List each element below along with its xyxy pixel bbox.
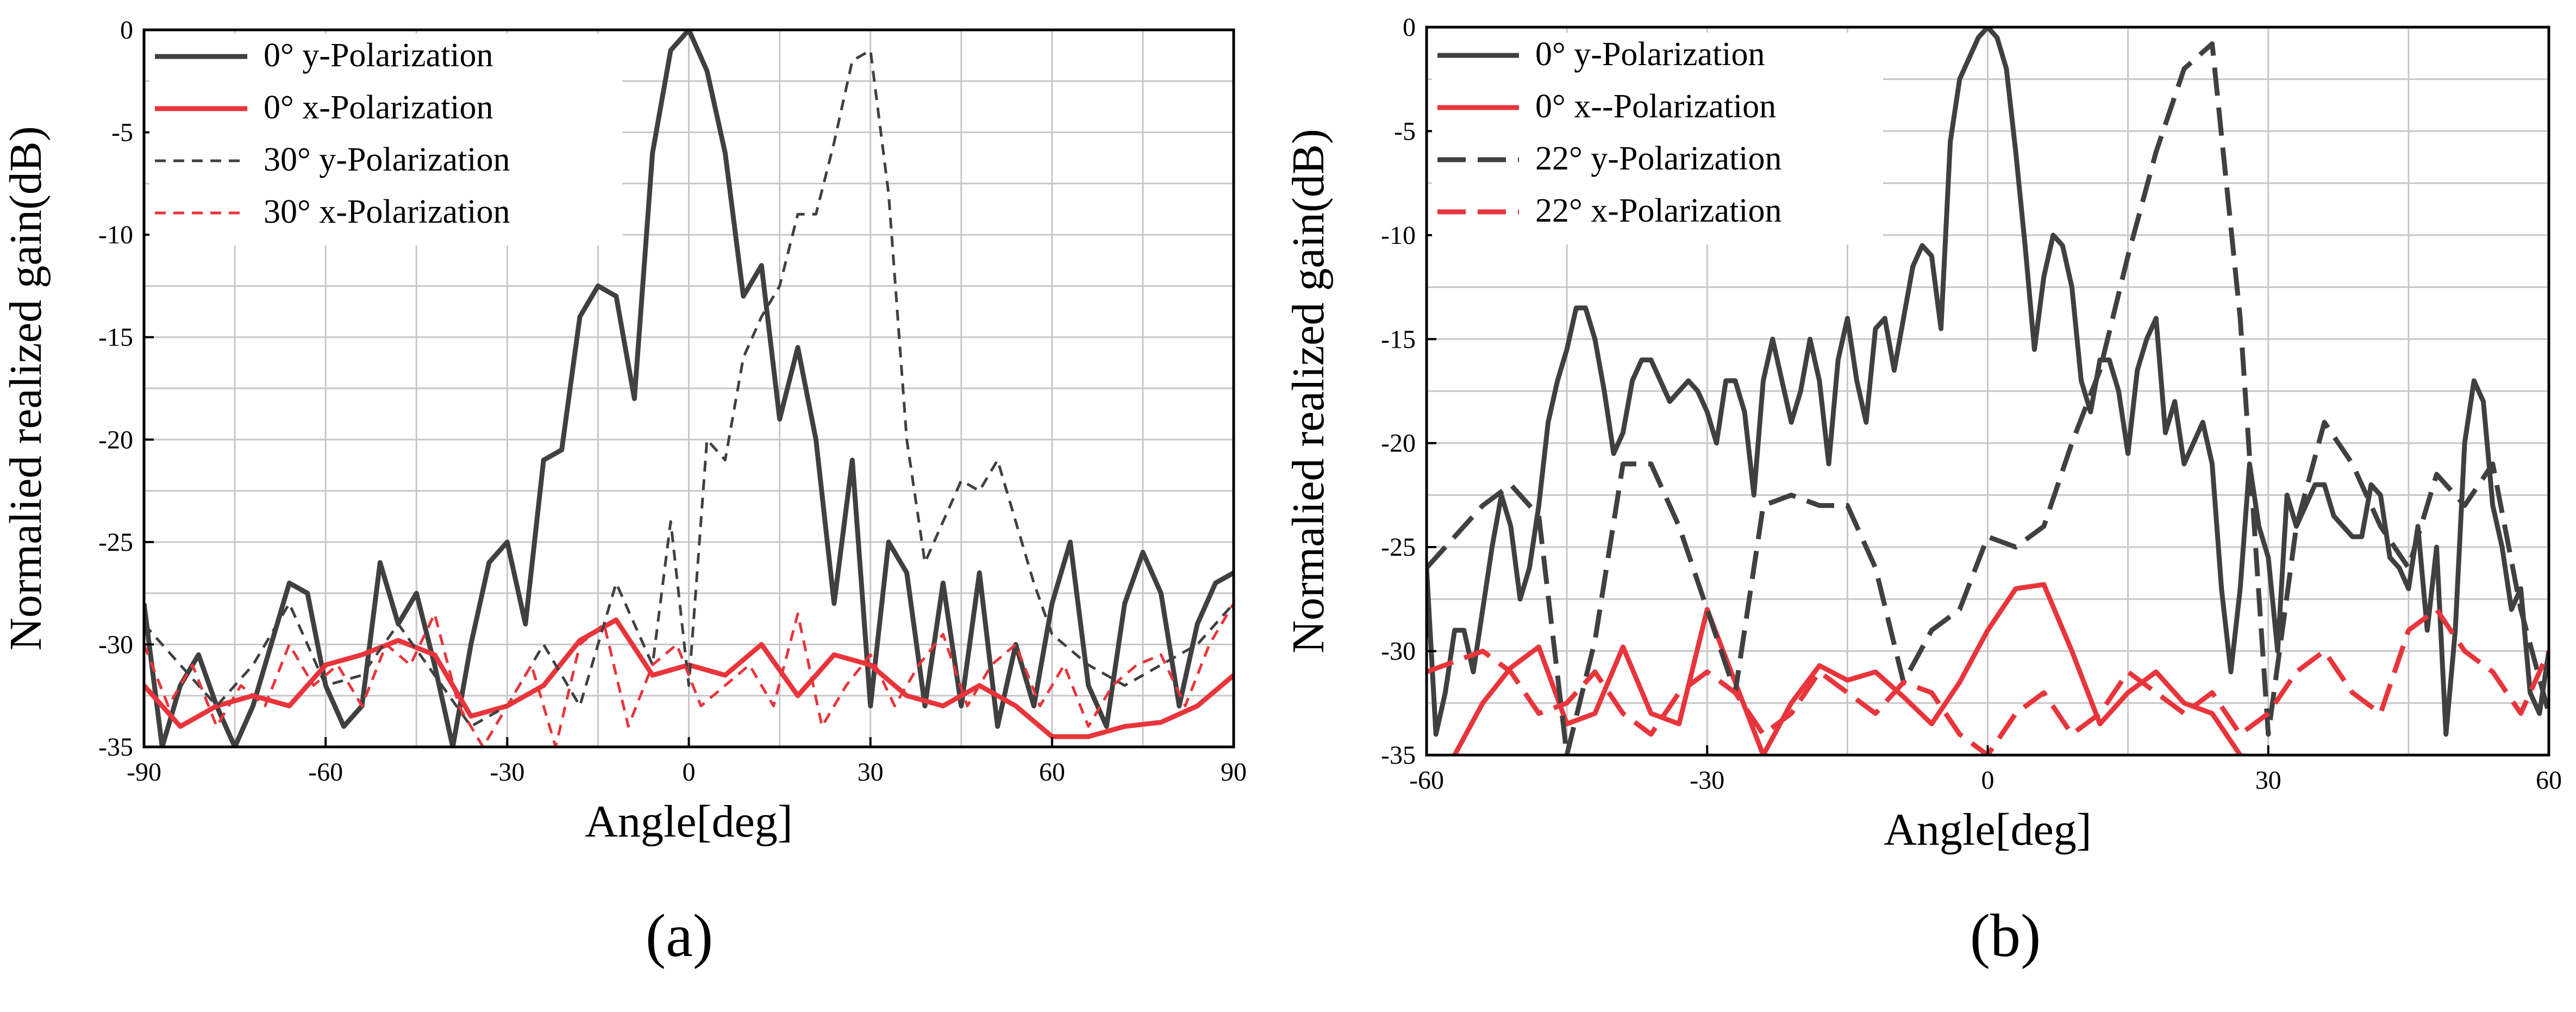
legend-label-a-2: 30° y-Polarization [264,141,510,178]
x-tick-label: -30 [1690,766,1724,795]
y-tick-label: 0 [120,16,133,45]
x-tick-label: 60 [2536,766,2562,795]
series-line-a-2 [144,49,1234,728]
legend-label-b-2: 22° y-Polarization [1535,140,1782,177]
gridlines-b [1427,27,2549,755]
x-tick-label: 30 [2255,766,2281,795]
y-axis-label-a: Normalied realized gain(dB) [1,126,51,651]
y-tick-label: -30 [1381,637,1416,666]
series-line-b-3 [1427,607,2549,755]
y-tick-label: -30 [98,630,133,659]
series-line-a-1 [144,617,1234,739]
legend-label-a-1: 0° x-Polarization [264,89,493,126]
series-line-b-0 [1427,27,2549,737]
series-group-b [1427,27,2549,755]
chart-panel-a: -90 -60 -30 0 30 60 90 0 -5 -10 -15 -20 -25 -30 -35 An… [1,16,1247,970]
x-tick-label: 0 [1981,766,1994,795]
x-tick-label: -30 [490,758,524,787]
y-tick-label: -35 [98,733,133,762]
x-axis-label-a: Angle[deg] [585,796,793,847]
x-tick-label: 30 [858,758,884,787]
y-tick-label: -15 [1381,325,1416,354]
y-tick-label: -20 [98,425,133,454]
series-line-b-1 [1452,582,2242,755]
y-tick-label: -10 [1381,221,1416,250]
y-tick-label: -35 [1381,741,1416,770]
legend-label-b-0: 0° y-Polarization [1535,36,1765,73]
legend-background-b [1432,33,1883,244]
chart-panel-b: -60 -30 0 30 60 0 -5 -10 -15 -20 -25 -30 -35 Angle[d… [1283,13,2562,970]
series-line-a-0 [144,30,1234,747]
y-axis-label-b: Normalied realized gain(dB) [1283,129,1334,653]
x-tick-label: 60 [1039,758,1065,787]
x-tick-label: -60 [308,758,343,787]
series-line-b-2 [1427,41,2549,755]
y-tick-label: -5 [111,118,133,147]
y-tick-label: -25 [98,528,133,557]
legend-label-b-1: 0° x--Polarization [1535,88,1776,125]
x-tick-label: -90 [127,758,161,787]
panel-label-b: (b) [1970,902,2041,970]
y-tick-label: -15 [98,323,133,352]
legend-background-a [149,34,622,246]
panel-label-a: (a) [646,902,713,970]
series-group-a [144,30,1234,747]
legend-label-a-3: 30° x-Polarization [264,193,510,230]
gridlines-a [144,30,1234,747]
y-tick-label: -20 [1381,429,1416,458]
x-tick-label: 0 [683,758,696,787]
ticks-a: -90 -60 -30 0 30 60 90 0 -5 -10 -15 -20 -25 -30 -35 [98,16,1247,787]
legend-b: 0° y-Polarization 0° x--Polarization 22°… [1432,33,1883,244]
y-tick-label: -10 [98,221,133,249]
legend-label-a-0: 0° y-Polarization [264,37,493,74]
y-tick-label: 0 [1403,13,1416,42]
y-tick-label: -25 [1381,533,1416,562]
x-tick-label: -60 [1409,766,1444,795]
y-tick-label: -5 [1394,117,1416,146]
legend-a: 0° y-Polarization 0° x-Polarization 30° … [149,34,622,246]
legend-label-b-3: 22° x-Polarization [1535,192,1782,229]
series-line-a-3 [144,602,1234,747]
ticks-b: -60 -30 0 30 60 0 -5 -10 -15 -20 -25 -30 -35 [1381,13,2562,795]
x-tick-label: 90 [1221,758,1247,787]
x-axis-label-b: Angle[deg] [1884,804,2092,855]
